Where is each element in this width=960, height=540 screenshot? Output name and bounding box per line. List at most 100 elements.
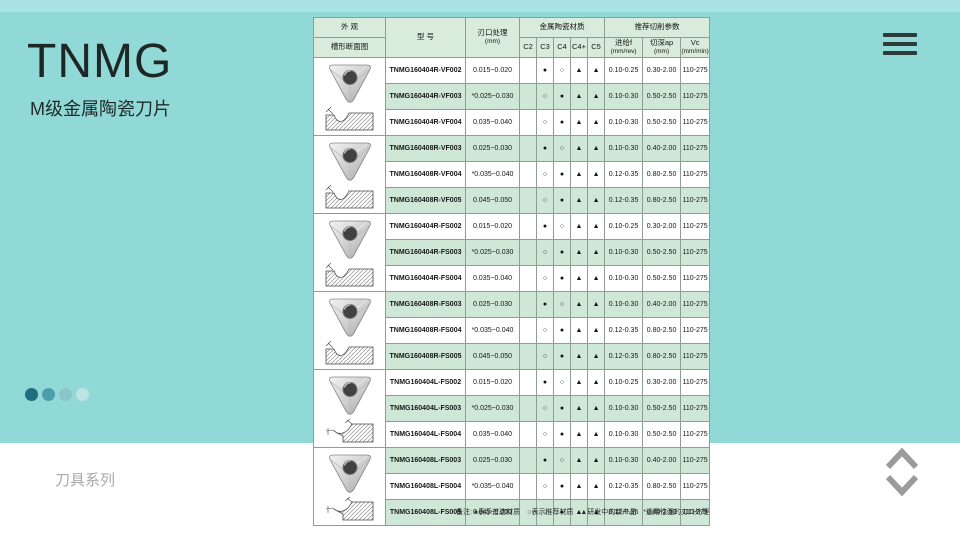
edge-treatment-cell: *0.035~0.040 xyxy=(465,317,520,344)
depth-cell: 0.80-2.50 xyxy=(642,161,682,188)
edge-treatment-cell: *0.025~0.030 xyxy=(465,83,520,110)
insert-photo xyxy=(328,454,371,493)
depth-cell: 0.40-2.00 xyxy=(642,135,682,162)
edge-treatment-cell: 0.015~0.020 xyxy=(465,369,520,396)
header-params-group: 推荐切削参数 xyxy=(604,17,711,38)
material-c5-cell: ▲ xyxy=(586,161,606,188)
model-cell: TNMG160408R-VF005 xyxy=(385,187,466,214)
material-c3-cell: ○ xyxy=(536,499,554,526)
material-c4-cell: ○ xyxy=(553,57,571,84)
vc-cell: 110-275 xyxy=(680,161,711,188)
feed-cell: 0.12-0.35 xyxy=(604,473,644,500)
carousel-dot[interactable] xyxy=(76,388,89,401)
groove-profile-drawing xyxy=(325,262,373,287)
insert-spec-table: 外 观 型 号 刃口处理 (mm) 金属陶瓷材质 推荐切削参数 槽形断面图 C2… xyxy=(313,17,711,526)
material-c5-cell: ▲ xyxy=(586,187,606,214)
material-c5-cell: ▲ xyxy=(586,343,606,370)
feed-cell: 0.10-0.30 xyxy=(604,135,644,162)
insert-appearance-cell xyxy=(313,291,386,370)
vc-cell: 110-275 xyxy=(680,395,711,422)
material-c3-cell: ● xyxy=(536,291,554,318)
edge-treatment-cell: 0.035~0.040 xyxy=(465,109,520,136)
edge-treatment-cell: 0.045~0.050 xyxy=(465,343,520,370)
depth-cell: 0.50-2.50 xyxy=(642,109,682,136)
model-cell: TNMG160404L-FS004 xyxy=(385,421,466,448)
material-c4-cell: ● xyxy=(553,109,571,136)
material-c5-cell: ▲ xyxy=(586,499,606,526)
material-c5-cell: ▲ xyxy=(586,369,606,396)
depth-cell: 0.30-2.00 xyxy=(642,369,682,396)
material-c4plus-cell: ▲ xyxy=(570,83,588,110)
table-row: TNMG160408L-FS005 0.045~0.050 ○ ● ▲ ▲ 0.12-0.3… xyxy=(314,499,711,526)
feed-cell: 0.12-0.35 xyxy=(604,161,644,188)
material-c5-cell: ▲ xyxy=(586,395,606,422)
carousel-dots xyxy=(25,388,89,401)
material-c3-cell: ● xyxy=(536,57,554,84)
table-row: TNMG160404L-FS002 0.015~0.020 ● ○ ▲ ▲ 0.10-0.2… xyxy=(313,369,711,448)
model-cell: TNMG160408R-FS005 xyxy=(385,343,466,370)
feed-cell: 0.10-0.30 xyxy=(604,421,644,448)
material-c4-cell: ● xyxy=(553,395,571,422)
feed-cell: 0.12-0.35 xyxy=(604,499,644,526)
edge-treatment-cell: 0.025~0.030 xyxy=(465,447,520,474)
menu-icon xyxy=(883,33,917,37)
material-c2-cell xyxy=(519,187,537,214)
edge-treatment-cell: 0.045~0.050 xyxy=(465,499,520,526)
model-cell: TNMG160404L-FS002 xyxy=(385,369,466,396)
insert-appearance-cell xyxy=(313,447,386,526)
model-cell: TNMG160404R-VF004 xyxy=(385,109,466,136)
material-c3-cell: ○ xyxy=(536,239,554,266)
material-c4plus-cell: ▲ xyxy=(570,239,588,266)
insert-photo xyxy=(328,64,371,103)
header-material-c2: C2 xyxy=(519,37,537,58)
model-cell: TNMG160404R-FS003 xyxy=(385,239,466,266)
material-c5-cell: ▲ xyxy=(586,317,606,344)
groove-profile-drawing xyxy=(325,496,373,521)
model-cell: TNMG160408R-VF003 xyxy=(385,135,466,162)
material-c3-cell: ○ xyxy=(536,83,554,110)
depth-cell: 0.50-2.50 xyxy=(642,421,682,448)
feed-cell: 0.10-0.25 xyxy=(604,369,644,396)
material-c3-cell: ○ xyxy=(536,265,554,292)
depth-cell: 0.80-2.50 xyxy=(642,473,682,500)
material-c3-cell: ○ xyxy=(536,395,554,422)
depth-cell: 0.80-2.50 xyxy=(642,499,682,526)
material-c5-cell: ▲ xyxy=(586,213,606,240)
material-c3-cell: ○ xyxy=(536,161,554,188)
material-c4-cell: ● xyxy=(553,265,571,292)
table-row: TNMG160408R-FS003 0.025~0.030 ● ○ ▲ ▲ 0.10-0.3… xyxy=(313,291,711,370)
material-c4-cell: ● xyxy=(553,239,571,266)
material-c2-cell xyxy=(519,83,537,110)
material-c5-cell: ▲ xyxy=(586,109,606,136)
edge-treatment-cell: 0.015~0.020 xyxy=(465,57,520,84)
table-row: TNMG160408R-FS004 *0.035~0.040 ○ ● ▲ ▲ 0.12-0.… xyxy=(314,317,711,344)
edge-treatment-cell: *0.025~0.030 xyxy=(465,395,520,422)
header-material-group: 金属陶瓷材质 xyxy=(518,17,606,38)
groove-profile-drawing xyxy=(325,340,373,365)
model-cell: TNMG160408R-VF004 xyxy=(385,161,466,188)
table-row: TNMG160404R-FS004 0.035~0.040 ○ ● ▲ ▲ 0.10-0.3… xyxy=(314,265,711,292)
vc-cell: 110-275 xyxy=(680,447,711,474)
page-down-icon[interactable] xyxy=(884,473,920,497)
model-cell: TNMG160408R-FS004 xyxy=(385,317,466,344)
menu-button[interactable] xyxy=(883,33,917,60)
page-subtitle: M级金属陶瓷刀片 xyxy=(30,99,171,119)
carousel-dot[interactable] xyxy=(59,388,72,401)
material-c3-cell: ○ xyxy=(536,317,554,344)
vc-cell: 110-275 xyxy=(680,109,711,136)
material-c5-cell: ▲ xyxy=(586,447,606,474)
material-c3-cell: ○ xyxy=(536,187,554,214)
material-c4plus-cell: ▲ xyxy=(570,395,588,422)
page-up-icon[interactable] xyxy=(884,447,920,471)
vc-cell: 110-275 xyxy=(680,473,711,500)
material-c3-cell: ● xyxy=(536,135,554,162)
carousel-dot[interactable] xyxy=(42,388,55,401)
material-c2-cell xyxy=(519,291,537,318)
header-material-c5: C5 xyxy=(586,37,606,58)
material-c4-cell: ○ xyxy=(553,291,571,318)
carousel-dot[interactable] xyxy=(25,388,38,401)
table-row: TNMG160408L-FS003 0.025~0.030 ● ○ ▲ ▲ 0.10-0.3… xyxy=(313,447,711,526)
material-c4-cell: ○ xyxy=(553,135,571,162)
material-c2-cell xyxy=(519,369,537,396)
